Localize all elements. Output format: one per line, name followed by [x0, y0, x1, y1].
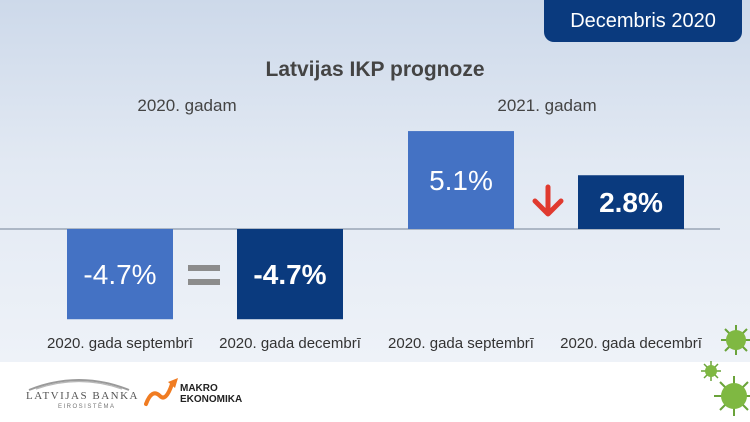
virus-icon-small	[701, 361, 721, 381]
makroekonomika-label: MAKRO EKONOMIKA	[180, 383, 243, 405]
date-badge: Decembris 2020	[544, 0, 742, 42]
bar-value-label-1-1: 2.8%	[599, 187, 663, 218]
category-label-1-1: 2020. gada decembrī	[560, 335, 703, 352]
equal-sign-icon-top	[188, 265, 220, 271]
virus-icon	[721, 325, 750, 355]
bar-1-1	[578, 175, 684, 229]
category-label-1-0: 2020. gada septembrī	[388, 335, 535, 352]
bar-chart: -4.7% 2020. gada septembrī -4.7% 2020. gada…	[0, 131, 720, 352]
bar-value-label-0-1: -4.7%	[253, 259, 326, 290]
footer	[0, 362, 750, 422]
latvijas-banka-logo-icon	[28, 379, 130, 391]
bar-0-0	[67, 229, 173, 320]
bar-0-1	[237, 229, 343, 320]
bar-value-label-0-0: -4.7%	[83, 259, 156, 290]
group-label-2020: 2020. gadam	[137, 96, 237, 115]
equal-sign-icon-bottom	[188, 279, 220, 285]
chart-title: Latvijas IKP prognoze	[265, 58, 485, 81]
down-arrow-icon	[532, 184, 564, 217]
category-label-0-0: 2020. gada septembrī	[47, 335, 194, 352]
category-label-0-1: 2020. gada decembrī	[219, 335, 362, 352]
latvijas-banka-name: LATVIJAS BANKA	[26, 390, 139, 402]
makroekonomika-logo-icon	[144, 378, 178, 406]
group-label-2021: 2021. gadam	[497, 96, 597, 115]
bar-value-label-1-0: 5.1%	[429, 165, 493, 196]
eurosistema-label: EIROSISTĒMA	[58, 404, 116, 410]
bar-1-0	[408, 131, 514, 229]
virus-icon-large	[714, 376, 750, 416]
